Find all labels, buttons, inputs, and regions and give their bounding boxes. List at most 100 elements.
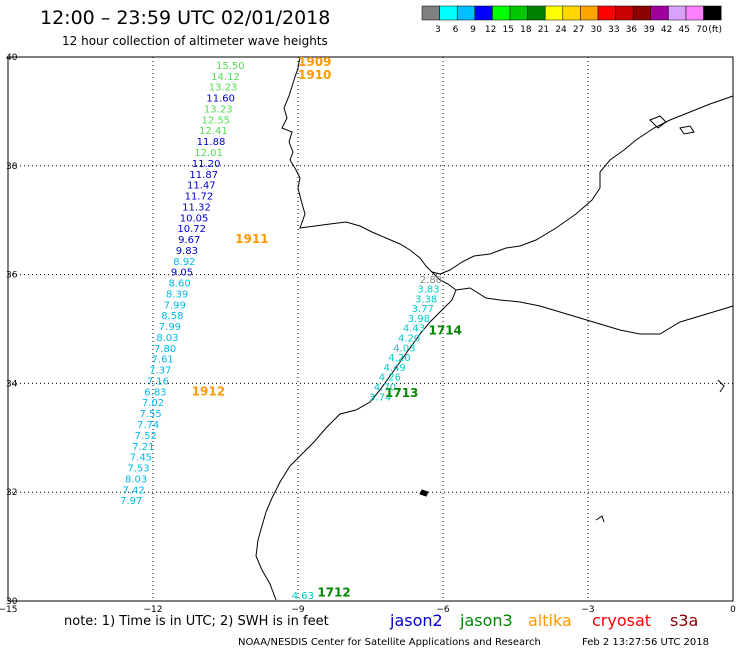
- wave-height-value: 7.80: [154, 344, 176, 355]
- colorbar-tick-label: 39: [643, 25, 655, 35]
- wave-height-value: 9.05: [171, 268, 193, 279]
- colorbar-tick-label: 27: [573, 25, 584, 35]
- wave-height-value: 4.43: [403, 324, 425, 335]
- colorbar-swatch: [703, 5, 722, 21]
- colorbar-tick-label: 36: [626, 25, 638, 35]
- wave-height-value: 4.63: [292, 591, 314, 602]
- latitude-tick-label: 40: [6, 53, 18, 63]
- wave-height-value: 11.72: [185, 192, 214, 203]
- canary-islet: [419, 489, 429, 497]
- colorbar-swatch: [474, 5, 493, 21]
- longitude-tick-label: −3: [581, 605, 594, 615]
- wave-height-value: 7.99: [164, 300, 186, 311]
- wave-height-value: 11.60: [206, 94, 235, 105]
- colorbar-swatch: [527, 5, 546, 21]
- colorbar-swatch: [668, 5, 687, 21]
- wave-height-value: 10.72: [177, 224, 206, 235]
- wave-height-value: 3.38: [415, 294, 437, 305]
- wave-height-value: 13.23: [204, 104, 233, 115]
- coast-fragment-2: [717, 379, 725, 393]
- pass-time-label: 1910: [298, 68, 331, 82]
- wave-height-value: 4.03: [393, 343, 415, 354]
- colorbar-swatch: [650, 5, 669, 21]
- latitude-tick-label: 34: [6, 379, 18, 389]
- pass-time-label: 1713: [385, 386, 418, 400]
- colorbar-swatch: [439, 5, 458, 21]
- wave-height-value: 8.58: [161, 311, 183, 322]
- wave-height-value: 7.37: [149, 366, 171, 377]
- wave-height-value: 7.74: [137, 420, 159, 431]
- longitude-tick-label: −9: [291, 605, 305, 615]
- colorbar-swatch: [597, 5, 616, 21]
- wave-height-value: 7.61: [152, 355, 174, 366]
- pass-time-label: 1912: [192, 384, 225, 398]
- colorbar-swatch: [544, 5, 564, 21]
- wave-height-value: 7.52: [135, 431, 157, 442]
- wave-height-value: 6.83: [144, 387, 166, 398]
- wave-height-value: 3.77: [412, 304, 434, 315]
- wave-height-value: 11.87: [189, 170, 218, 181]
- map-frame: [7, 56, 734, 602]
- footer-credit: NOAA/NESDIS Center for Satellite Applica…: [238, 637, 541, 648]
- colorbar-swatch: [615, 5, 634, 21]
- colorbar-tick-label: 3: [435, 25, 441, 35]
- colorbar-swatch: [685, 5, 704, 21]
- wave-height-value: 14.12: [211, 72, 240, 83]
- colorbar-swatch: [492, 5, 511, 21]
- satellite-legend-altika: altika: [528, 611, 572, 630]
- coast-fragment: [595, 515, 605, 523]
- wave-height-value: 15.50: [216, 61, 245, 72]
- wave-height-value: 4.49: [384, 363, 406, 374]
- colorbar-swatch: [580, 5, 599, 21]
- latitude-tick-label: 36: [6, 271, 18, 281]
- wave-height-value: 7.55: [139, 409, 161, 420]
- latitude-labels: 40 38 36 34 32 30: [6, 53, 18, 607]
- satellite-legend-s3a: s3a: [670, 611, 698, 630]
- colorbar-tick-label: 45: [679, 25, 690, 35]
- latitude-tick-label: 32: [6, 488, 17, 498]
- wave-height-value: 8.03: [156, 333, 178, 344]
- wave-height-value: 8.03: [125, 474, 147, 485]
- wave-height-value: 3.83: [417, 285, 439, 296]
- colorbar-tick-label: 42: [661, 25, 672, 35]
- colorbar-tick-label: 12: [485, 25, 496, 35]
- page-subtitle: 12 hour collection of altimeter wave hei…: [62, 34, 328, 48]
- longitude-tick-label: 0: [730, 605, 736, 615]
- wave-height-value: 3.74: [369, 392, 391, 403]
- wave-height-value: 3.98: [408, 314, 430, 325]
- north-africa-coast: [455, 287, 734, 335]
- colorbar-swatch: [562, 5, 581, 21]
- colorbar-swatch: [509, 5, 528, 21]
- satellite-legend: jason2 jason3 altika cryosat s3a: [389, 611, 698, 630]
- wave-height-value: 11.47: [187, 181, 216, 192]
- page-title: 12:00 – 23:59 UTC 02/01/2018: [40, 7, 330, 29]
- wave-height-value: 7.42: [123, 485, 145, 496]
- pass-time-label: 1712: [317, 586, 350, 600]
- wave-height-value: 7.45: [130, 453, 152, 464]
- graticule: [8, 57, 733, 601]
- wave-height-value: 8.92: [173, 257, 195, 268]
- wave-height-value: 9.67: [178, 235, 200, 246]
- wave-height-value: 8.60: [168, 279, 190, 290]
- colorbar-tick-label: 9: [470, 25, 476, 35]
- colorbar-tick-label: 33: [608, 25, 619, 35]
- colorbar-swatch: [456, 5, 476, 21]
- longitude-tick-label: −12: [144, 605, 163, 615]
- wave-height-value: 11.88: [197, 137, 226, 148]
- wave-height-colorbar: 3 6 9 12 15 18 21 24 27 30 33 36 39 42 45 70 (ft): [421, 5, 722, 35]
- wave-height-value: 4.20: [388, 353, 410, 364]
- wave-height-value: 10.05: [180, 213, 209, 224]
- altimeter-tracks: 15.5014.1213.2311.6013.2312.5512.4111.88…: [120, 61, 442, 602]
- footer-note: note: 1) Time is in UTC; 2) SWH is in fe…: [64, 614, 329, 629]
- colorbar-tick-label: 6: [453, 25, 459, 35]
- wave-height-value: 13.23: [209, 83, 238, 94]
- colorbar-tick-label: 15: [503, 25, 514, 35]
- wave-height-value: 7.53: [127, 464, 149, 475]
- wave-height-value: 11.32: [182, 202, 211, 213]
- wave-height-value: 11.20: [192, 159, 221, 170]
- wave-height-value: 12.41: [199, 126, 228, 137]
- balearic-island: [649, 115, 667, 129]
